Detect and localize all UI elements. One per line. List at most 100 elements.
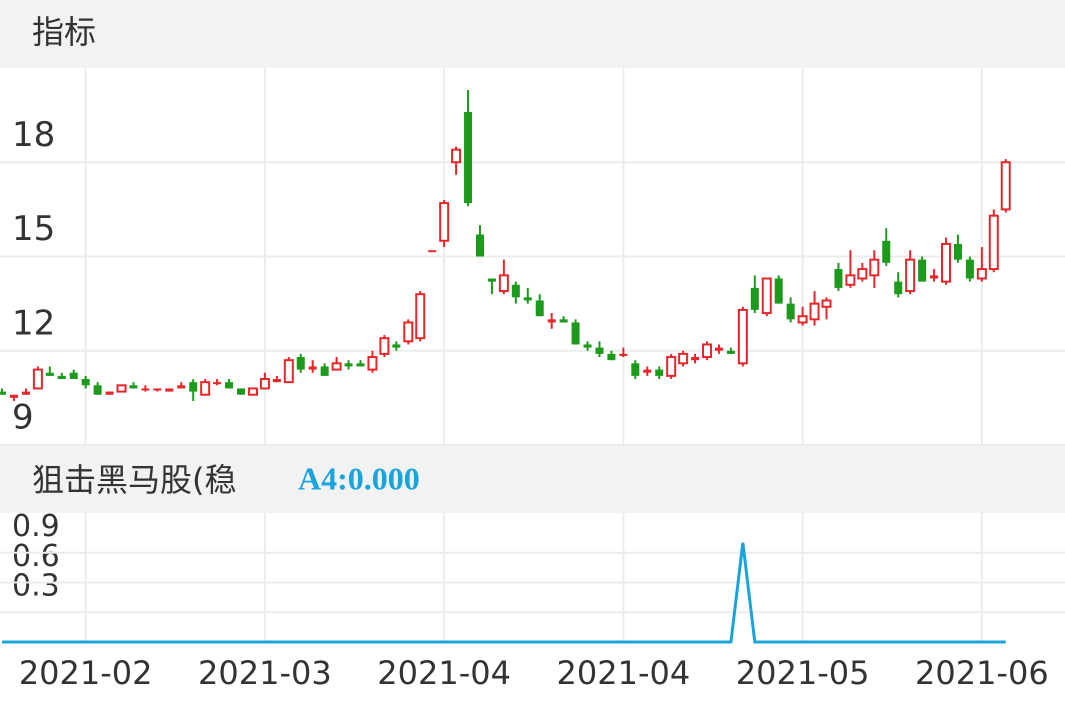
candle-body — [535, 300, 544, 317]
y-tick-label: 12 — [12, 303, 55, 343]
candle-body — [9, 394, 18, 398]
candle-body — [737, 308, 748, 365]
candle-body — [464, 111, 473, 204]
candle-body — [643, 369, 652, 373]
candle-body — [344, 363, 353, 367]
candle-body — [165, 388, 174, 392]
candle-body — [272, 379, 281, 383]
indicator-line — [2, 542, 1006, 644]
y-tick-label: 18 — [12, 115, 55, 155]
candle-body — [283, 359, 294, 384]
candle-body — [607, 353, 616, 361]
candle-body — [786, 303, 795, 320]
candle-body — [69, 372, 78, 380]
candle-body — [523, 297, 532, 301]
candle-body — [213, 382, 222, 385]
candle-body — [976, 268, 987, 280]
candle-body — [726, 350, 735, 354]
candle-body — [774, 278, 783, 304]
candle-body — [953, 243, 962, 260]
candle-body — [894, 281, 903, 295]
candle-body — [714, 347, 723, 351]
candle-body — [821, 299, 832, 308]
candle-body — [428, 250, 437, 253]
candle-body — [129, 385, 138, 389]
candle-body — [583, 344, 592, 348]
candle-body — [666, 356, 677, 377]
y-tick-label: 9 — [12, 398, 34, 438]
candle-body — [189, 382, 198, 392]
candle-body — [930, 275, 939, 279]
candle-body — [678, 352, 689, 365]
candle-body — [403, 321, 414, 343]
candle-body — [247, 387, 258, 396]
candle-body — [487, 278, 496, 282]
candle-body — [105, 391, 114, 395]
candle-body — [475, 234, 484, 257]
candle-body — [0, 391, 7, 395]
candle-body — [809, 302, 820, 321]
candle-body — [415, 293, 426, 340]
candle-body — [547, 319, 556, 323]
candle-body — [571, 322, 580, 345]
indicator-label: A4:0.000 — [298, 460, 420, 496]
candle-body — [619, 353, 628, 356]
x-tick-label: 2021-03 — [198, 654, 332, 692]
candle-body — [379, 337, 390, 355]
y-tick-label: 0.9 — [12, 509, 60, 544]
y-tick-label: 0.6 — [12, 539, 60, 574]
candle-body — [259, 378, 270, 390]
candle-body — [153, 388, 162, 391]
candle-body — [691, 357, 700, 361]
header-band — [0, 0, 1065, 68]
candle-body — [940, 242, 951, 283]
candle-body — [882, 240, 891, 263]
sub-title: 狙击黑马股(稳 — [32, 461, 237, 499]
candle-body — [869, 258, 880, 277]
candle-body — [655, 369, 664, 376]
y-tick-label: 15 — [12, 209, 55, 249]
candle-body — [308, 366, 317, 370]
candle-body — [834, 269, 843, 288]
x-tick-label: 2021-06 — [915, 654, 1049, 692]
candle-body — [761, 277, 772, 315]
candle-body — [559, 319, 568, 323]
candle-body — [237, 388, 246, 395]
candle-body — [141, 388, 150, 391]
x-tick-label: 2021-05 — [736, 654, 870, 692]
candle-body — [45, 372, 54, 376]
candle-body — [965, 259, 974, 279]
candle-body — [439, 202, 450, 242]
candle-body — [392, 344, 401, 348]
candle-body — [498, 274, 509, 293]
candle-body — [200, 381, 211, 396]
y-tick-label: 0.3 — [12, 569, 60, 604]
candle-body — [367, 356, 378, 371]
candle-body — [511, 284, 520, 298]
candle-body — [702, 343, 713, 359]
x-tick-label: 2021-04 — [377, 654, 511, 692]
x-tick-label: 2021-04 — [557, 654, 691, 692]
candle-body — [451, 148, 462, 164]
candle-body — [320, 366, 329, 376]
candle-body — [356, 363, 365, 367]
candle-body — [225, 382, 234, 389]
candle-body — [32, 368, 43, 390]
candle-body — [797, 315, 808, 324]
candle-body — [331, 362, 342, 371]
candle-body — [988, 214, 999, 271]
candle-body — [116, 384, 127, 393]
candle-body — [595, 347, 604, 354]
candle-body — [918, 259, 927, 282]
candle-body — [57, 375, 66, 380]
candle-body — [631, 363, 640, 376]
candle-body — [81, 379, 90, 386]
x-tick-label: 2021-02 — [19, 654, 153, 692]
candle-body — [1000, 161, 1011, 211]
candle-body — [905, 258, 916, 293]
candle-body — [857, 268, 868, 280]
candle-body — [177, 385, 186, 389]
candle-body — [750, 287, 759, 310]
candle-body — [296, 357, 305, 370]
